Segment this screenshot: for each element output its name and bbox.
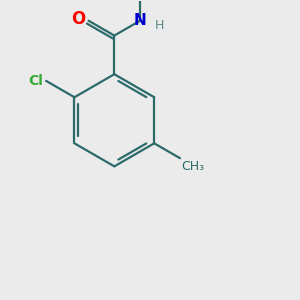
Text: Cl: Cl [28, 74, 43, 88]
Text: N: N [134, 13, 146, 28]
Text: CH₃: CH₃ [182, 160, 205, 173]
Text: H: H [155, 19, 164, 32]
Text: O: O [71, 10, 85, 28]
